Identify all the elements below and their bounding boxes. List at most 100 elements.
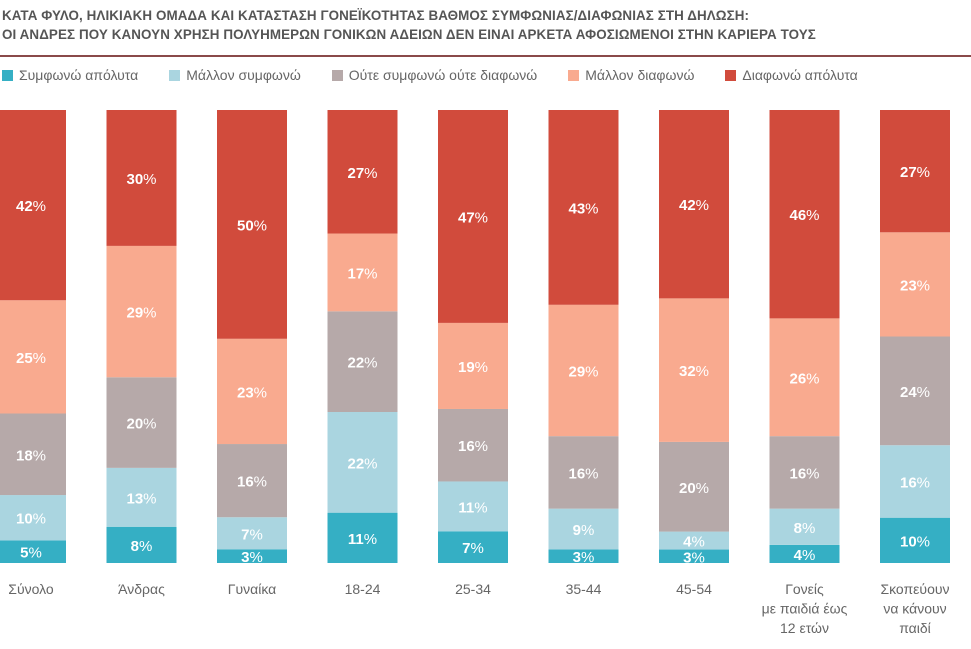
bar-segment (769, 318, 840, 437)
data-label: 16% (568, 465, 598, 482)
bar-segment (106, 526, 177, 563)
data-label: 50% (237, 217, 267, 234)
data-label: 18% (16, 447, 46, 464)
data-label: 11% (458, 499, 487, 516)
bar-segment (327, 311, 398, 412)
bar-segment (438, 110, 508, 323)
data-label: 16% (458, 438, 488, 455)
title-line: ΚΑΤΑ ΦΥΛΟ, ΗΛΙΚΙΑΚΗ ΟΜΑΔΑ ΚΑΙ ΚΑΤΑΣΤΑΣΗ … (2, 8, 750, 23)
legend-item: Μάλλον συμφωνώ (169, 67, 301, 83)
bar-segment (769, 544, 840, 563)
bar-segment (0, 413, 66, 496)
divider (0, 55, 971, 57)
data-label: 42% (16, 198, 46, 215)
category-label: Γονείς (785, 581, 824, 597)
data-label: 3% (573, 549, 595, 566)
bar-segment (548, 304, 619, 437)
data-label: 32% (679, 363, 709, 380)
bar-segment (880, 232, 950, 337)
bar-segment (106, 110, 177, 246)
legend-swatch (725, 69, 737, 81)
bar-segment (106, 467, 177, 527)
data-label: 19% (458, 359, 488, 376)
data-label: 16% (789, 465, 819, 482)
data-label: 4% (794, 547, 816, 564)
legend-swatch (568, 69, 580, 81)
category-label: Γυναίκα (228, 581, 277, 597)
bar-segment (0, 495, 66, 541)
category-label: 45-54 (676, 581, 712, 597)
bar-segment (217, 549, 287, 563)
bar-segment (0, 300, 66, 414)
category-label: να κάνουν (883, 601, 946, 617)
category-label: Άνδρας (118, 581, 165, 597)
bar-segment (217, 338, 287, 445)
bar-segment (769, 436, 840, 509)
data-label: 25% (16, 350, 46, 367)
data-label: 23% (900, 277, 930, 294)
legend-item: Διαφωνώ απόλυτα (725, 67, 858, 83)
bar-segment (327, 233, 398, 312)
data-label: 10% (900, 533, 930, 550)
data-label: 26% (789, 370, 819, 387)
bar-segment (438, 481, 508, 532)
bar-segment (0, 540, 66, 563)
category-label: Σύνολο (8, 581, 54, 597)
category-label: 18-24 (345, 581, 381, 597)
data-label: 4% (683, 534, 705, 551)
category-label: με παιδιά έως (762, 601, 848, 617)
data-label: 27% (900, 164, 930, 181)
bar-segment (438, 408, 508, 482)
chart-title: ΚΑΤΑ ΦΥΛΟ, ΗΛΙΚΙΑΚΗ ΟΜΑΔΑ ΚΑΙ ΚΑΤΑΣΤΑΣΗ … (2, 6, 967, 44)
bar-segment (106, 245, 177, 378)
bar-segment (769, 110, 840, 319)
bar-segment (659, 549, 729, 563)
bar-segment (106, 377, 177, 468)
data-label: 29% (568, 363, 598, 380)
legend-item: Ούτε συμφωνώ ούτε διαφωνώ (331, 67, 537, 83)
subtitle-line: ΟΙ ΑΝΔΡΕΣ ΠΟΥ ΚΑΝΟΥΝ ΧΡΗΣΗ ΠΟΛΥΗΜΕΡΩΝ ΓΟ… (2, 27, 816, 42)
bar-segment (217, 517, 287, 550)
bar-segment (217, 444, 287, 518)
bar-segment (548, 549, 619, 563)
category-label: 12 ετών (780, 620, 829, 636)
bar-segment (880, 517, 950, 563)
legend-item: Συμφωνώ απόλυτα (2, 67, 138, 83)
legend-label: Διαφωνώ απόλυτα (742, 67, 858, 83)
data-label: 7% (462, 540, 484, 557)
bar-segment (769, 508, 840, 545)
bar-segment (327, 512, 398, 563)
bar-segment (217, 110, 287, 339)
data-label: 5% (20, 545, 42, 562)
data-label: 20% (679, 480, 709, 497)
legend-item: Μάλλον διαφωνώ (568, 67, 694, 83)
data-label: 16% (900, 474, 930, 491)
category-label: παιδί (899, 620, 931, 636)
bar-segment (548, 436, 619, 509)
bar-segment (880, 336, 950, 446)
bar-segment (438, 531, 508, 563)
data-label: 46% (789, 207, 819, 224)
data-label: 16% (237, 474, 267, 491)
bar-segment (880, 445, 950, 518)
data-label: 29% (126, 305, 156, 322)
data-label: 3% (241, 549, 263, 566)
data-label: 42% (679, 197, 709, 214)
category-label: 25-34 (455, 581, 491, 597)
legend-label: Συμφωνώ απόλυτα (19, 67, 139, 83)
data-label: 11% (348, 531, 377, 548)
bar-segment (659, 298, 729, 442)
data-label: 24% (900, 384, 930, 401)
bar-segment (327, 412, 398, 513)
data-label: 10% (16, 511, 46, 528)
data-label: 20% (126, 416, 156, 433)
data-label: 17% (347, 265, 377, 282)
data-label: 43% (568, 200, 598, 217)
legend-swatch (169, 69, 181, 81)
data-label: 3% (683, 549, 705, 566)
legend-swatch (2, 69, 13, 81)
category-label: 35-44 (566, 581, 602, 597)
bar-segment (548, 110, 619, 305)
legend-label: Μάλλον συμφωνώ (186, 67, 301, 83)
